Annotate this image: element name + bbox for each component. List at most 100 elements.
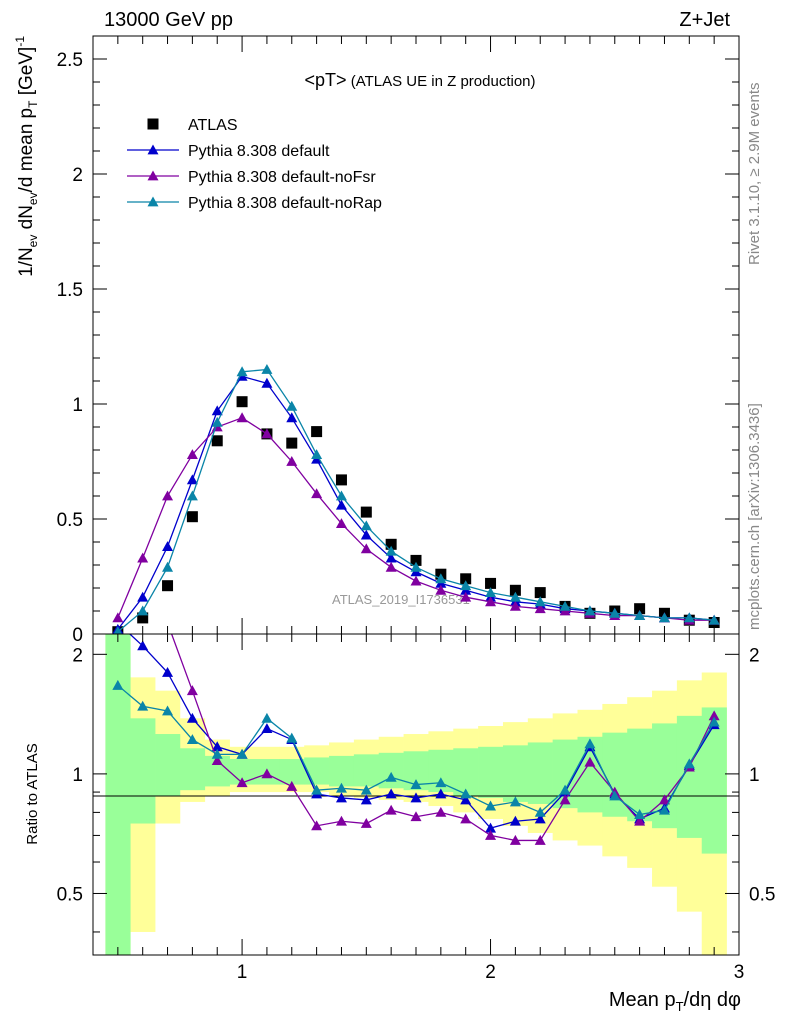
main-y-tick-label: 2 [72,165,83,186]
main-y-axis-label: 1/Nev dNev/d mean pT [GeV]-1 [13,36,40,277]
data-point [410,561,422,572]
data-point [335,490,347,501]
ratio-data-point [534,813,546,824]
data-point [261,364,273,374]
ratio-green-band [527,742,553,804]
data-point [708,614,720,625]
ratio-data-point [534,834,546,845]
ratio-data-point [162,666,174,677]
ratio-data-point [211,755,223,766]
data-point [534,603,546,614]
data-point [360,529,372,540]
ratio-data-point [460,788,472,799]
data-point [485,577,497,589]
main-y-tick-label: 0 [72,625,83,646]
data-point [385,552,397,563]
x-tick-label: 1 [237,962,248,983]
ratio-data-point [335,792,347,803]
ratio-data-point [559,794,571,805]
data-point [335,474,347,486]
ratio-data-point [211,748,223,759]
ratio-data-point [584,738,596,749]
mcplots-label: mcplots.cern.ch [arXiv:1306.3436] [746,403,763,630]
data-point [584,605,596,616]
data-point [137,552,149,563]
data-point [236,396,248,408]
energy-label: 13000 GeV pp [104,9,233,31]
ratio-data-point [286,780,298,791]
legend-marker [147,170,159,181]
ratio-data-point [211,741,223,752]
ratio-data-point [634,809,646,819]
legend-marker [147,118,159,130]
legend-label: Pythia 8.308 default-noFsr [188,169,376,186]
x-tick-label: 3 [734,962,745,983]
data-point [360,520,372,531]
ratio-data-point [509,834,521,845]
main-y-tick-label: 1.5 [57,280,83,301]
data-point [410,575,422,586]
ratio-data-point [435,777,447,788]
ratio-data-point [360,818,372,828]
main-y-tick-label: 2.5 [57,50,83,71]
ratio-data-point [410,792,422,803]
x-axis-label: Mean pT/dη dφ [609,989,741,1014]
data-point [360,543,372,554]
ratio-green-band [279,759,305,785]
ratio-data-point [162,705,174,716]
ratio-data-point [112,679,124,690]
main-y-tick-labels: 0 0.5 1 1.5 2 2.5 [57,50,83,646]
main-y-tick-label: 0.5 [57,510,83,531]
ratio-data-point [485,829,497,840]
data-point [186,449,198,459]
ratio-green-band [353,754,380,787]
ratio-data-point [162,617,173,627]
data-point [137,612,149,624]
x-tick-labels: 1 2 3 [237,962,745,983]
data-point [162,561,174,572]
data-point [658,612,670,623]
ratio-data-point [534,806,546,817]
ratio-green-band [130,718,156,824]
data-point [186,490,198,501]
watermark: ATLAS_2019_I1736531 [332,592,470,607]
ratio-green-band [602,732,628,817]
ratio-data-point [559,784,571,795]
data-point [683,612,695,623]
ratio-green-band [155,734,181,796]
data-point [509,600,521,611]
data-point [385,538,397,550]
data-point [634,610,646,620]
ratio-data-point [186,685,198,696]
ratio-data-point [609,790,621,801]
ratio-y-axis-label: Ratio to ATLAS [24,743,41,844]
ratio-data-point [335,815,347,826]
data-point [460,573,472,585]
ratio-panel: 0.5 0.5 1 1 2 2 1 2 3 Ratio to ATLAS Mean pT/dη… [24,617,776,1014]
ratio-green-band [478,746,504,798]
ratio-data-point [137,640,149,651]
ratio-data-point [460,794,472,805]
ratio-data-point [634,815,646,826]
ratio-y-tick-label: 0.5 [57,884,83,905]
data-point [460,580,472,591]
ratio-data-point [485,822,497,833]
ratio-data-point [385,771,397,782]
data-point [609,607,621,618]
data-point [460,591,472,602]
data-point [335,518,347,528]
main-axis-ticks [92,35,740,635]
data-point [137,605,149,616]
data-point [186,511,198,523]
ratio-data-point [261,768,273,779]
plot-title-main: <pT> [305,70,347,90]
ratio-y-tick-labels: 0.5 0.5 1 1 2 2 [57,645,776,905]
plot-title: <pT> (ATLAS UE in Z production) [305,70,536,90]
data-point [236,366,248,377]
ratio-y-tick-label: 2 [72,645,83,666]
ratio-data-point [708,716,720,727]
series-line [117,417,715,621]
data-point [211,405,223,416]
data-point [634,603,646,615]
